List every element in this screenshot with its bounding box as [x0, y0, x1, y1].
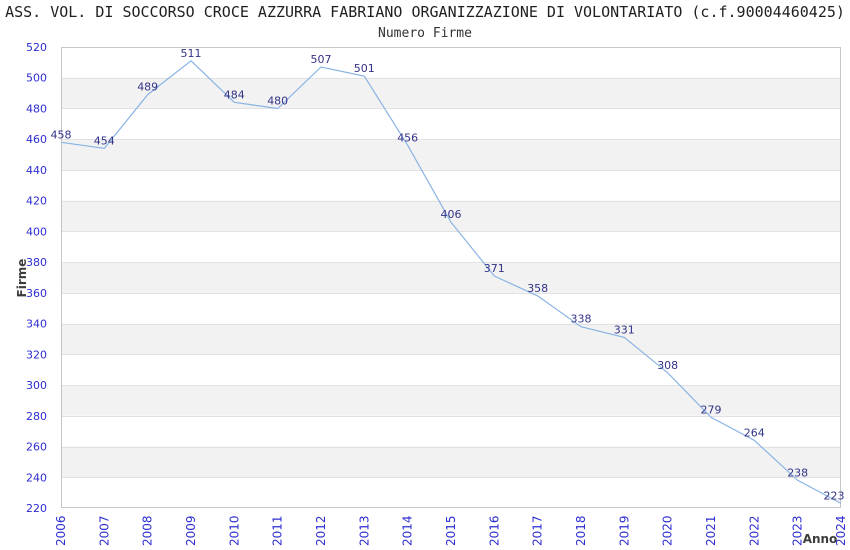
- y-tick-label: 320: [26, 348, 47, 361]
- plot-band: [61, 262, 841, 293]
- plot-band: [61, 292, 841, 324]
- chart-subtitle: Numero Firme: [378, 26, 472, 41]
- y-tick-label: 360: [26, 287, 47, 300]
- data-point-label: 507: [311, 53, 332, 66]
- x-tick-label: 2017: [531, 515, 545, 546]
- x-tick-label: 2008: [141, 515, 155, 546]
- y-axis-title: Firme: [15, 259, 29, 298]
- data-point-label: 264: [744, 426, 765, 439]
- x-tick-label: 2011: [271, 515, 285, 546]
- chart-title: ASS. VOL. DI SOCCORSO CROCE AZZURRA FABR…: [5, 3, 845, 21]
- x-tick-label: 2007: [97, 515, 111, 546]
- data-point-label: 489: [137, 81, 158, 94]
- plot-band: [61, 231, 841, 263]
- x-tick-label: 2016: [487, 515, 501, 546]
- plot-band: [61, 477, 841, 508]
- x-axis-title: Anno: [803, 532, 838, 546]
- plot-band: [61, 385, 841, 416]
- x-tick-label: 2019: [617, 515, 631, 546]
- data-point-label: 223: [824, 489, 845, 502]
- x-tick-label: 2022: [747, 515, 761, 546]
- data-point-label: 238: [787, 466, 808, 479]
- x-tick-label: 2020: [661, 515, 675, 546]
- plot-band: [61, 446, 841, 478]
- y-tick-label: 520: [26, 41, 47, 54]
- y-tick-label: 400: [26, 225, 47, 238]
- y-tick-label: 340: [26, 318, 47, 331]
- plot-band: [61, 139, 841, 170]
- plot-band: [61, 47, 841, 78]
- y-tick-label: 440: [26, 164, 47, 177]
- y-tick-label: 220: [26, 502, 47, 515]
- data-point-label: 406: [441, 208, 462, 221]
- data-point-label: 308: [657, 359, 678, 372]
- series-line: [60, 60, 842, 504]
- x-tick-label: 2013: [357, 515, 371, 546]
- x-tick-label: 2023: [791, 515, 805, 546]
- x-tick-label: 2018: [574, 515, 588, 546]
- data-point-label: 458: [51, 128, 72, 141]
- plot-band: [61, 415, 841, 447]
- x-tick-label: 2024: [834, 515, 848, 546]
- data-point-label: 338: [571, 313, 592, 326]
- plot-band: [61, 77, 841, 109]
- y-tick-label: 260: [26, 441, 47, 454]
- data-point-label: 371: [484, 262, 505, 275]
- x-tick-label: 2010: [227, 515, 241, 546]
- y-tick-label: 300: [26, 379, 47, 392]
- data-point-label: 480: [267, 95, 288, 108]
- y-tick-label: 460: [26, 133, 47, 146]
- y-tick-label: 380: [26, 256, 47, 269]
- data-point-label: 358: [527, 282, 548, 295]
- x-tick-label: 2014: [401, 515, 415, 546]
- x-tick-label: 2006: [54, 515, 68, 546]
- data-point-label: 501: [354, 62, 375, 75]
- plot-band: [61, 108, 841, 140]
- data-point-label: 331: [614, 323, 635, 336]
- plot-band: [61, 200, 841, 232]
- x-tick-label: 2012: [314, 515, 328, 546]
- data-point-label: 511: [181, 47, 202, 60]
- plot-border: [61, 47, 841, 508]
- data-point-label: 454: [94, 134, 115, 147]
- data-point-label: 456: [397, 131, 418, 144]
- data-point-label: 484: [224, 88, 245, 101]
- data-point-label: 279: [701, 403, 722, 416]
- y-tick-label: 500: [26, 72, 47, 85]
- plot-band: [61, 354, 841, 386]
- y-tick-label: 280: [26, 410, 47, 423]
- y-tick-label: 420: [26, 195, 47, 208]
- x-tick-label: 2015: [444, 515, 458, 546]
- plot-band: [61, 323, 841, 355]
- y-tick-label: 240: [26, 471, 47, 484]
- y-tick-label: 480: [26, 103, 47, 116]
- x-tick-label: 2021: [704, 515, 718, 546]
- plot-band: [61, 169, 841, 201]
- x-tick-label: 2009: [184, 515, 198, 546]
